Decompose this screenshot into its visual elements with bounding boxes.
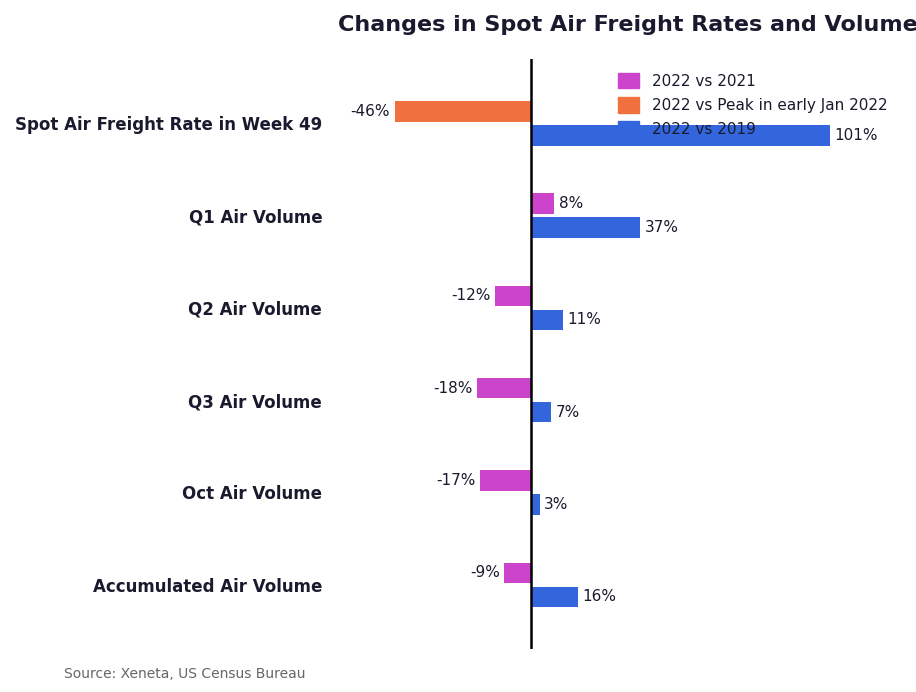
Bar bbox=[530, 310, 563, 330]
Bar bbox=[496, 286, 530, 306]
Bar bbox=[504, 563, 530, 583]
Bar bbox=[477, 378, 530, 399]
Bar bbox=[530, 494, 540, 515]
Bar bbox=[530, 194, 554, 214]
Text: -9%: -9% bbox=[470, 565, 499, 580]
Bar bbox=[530, 217, 640, 238]
Text: 8%: 8% bbox=[559, 196, 583, 211]
Legend: 2022 vs 2021, 2022 vs Peak in early Jan 2022, 2022 vs 2019: 2022 vs 2021, 2022 vs Peak in early Jan … bbox=[612, 66, 893, 143]
Text: -12%: -12% bbox=[452, 289, 491, 303]
Text: 37%: 37% bbox=[645, 220, 679, 235]
Text: -17%: -17% bbox=[437, 473, 476, 488]
Text: 3%: 3% bbox=[544, 497, 569, 512]
Text: Source: Xeneta, US Census Bureau: Source: Xeneta, US Census Bureau bbox=[64, 667, 306, 681]
Bar bbox=[480, 471, 530, 491]
Bar bbox=[530, 587, 578, 607]
Text: -46%: -46% bbox=[351, 104, 390, 119]
Text: 101%: 101% bbox=[834, 128, 878, 143]
Text: -18%: -18% bbox=[433, 381, 473, 396]
Bar bbox=[530, 125, 830, 145]
Text: 11%: 11% bbox=[568, 312, 602, 327]
Text: 7%: 7% bbox=[556, 405, 580, 419]
Bar bbox=[530, 402, 551, 422]
Text: Changes in Spot Air Freight Rates and Volume on East Asia to the US Corridor: Changes in Spot Air Freight Rates and Vo… bbox=[338, 15, 916, 35]
Text: 16%: 16% bbox=[583, 589, 616, 604]
Bar bbox=[395, 101, 530, 122]
